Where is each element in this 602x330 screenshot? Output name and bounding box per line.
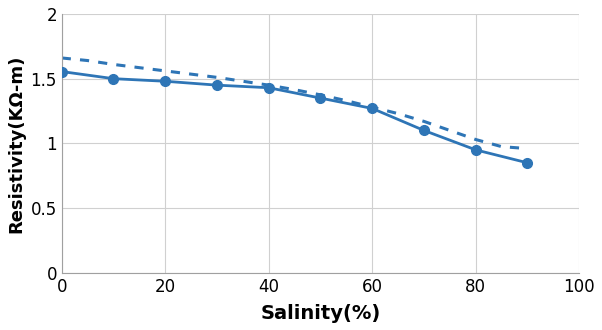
Y-axis label: Resistivity(KΩ-m): Resistivity(KΩ-m) <box>7 54 25 233</box>
X-axis label: Salinity(%): Salinity(%) <box>260 304 380 323</box>
